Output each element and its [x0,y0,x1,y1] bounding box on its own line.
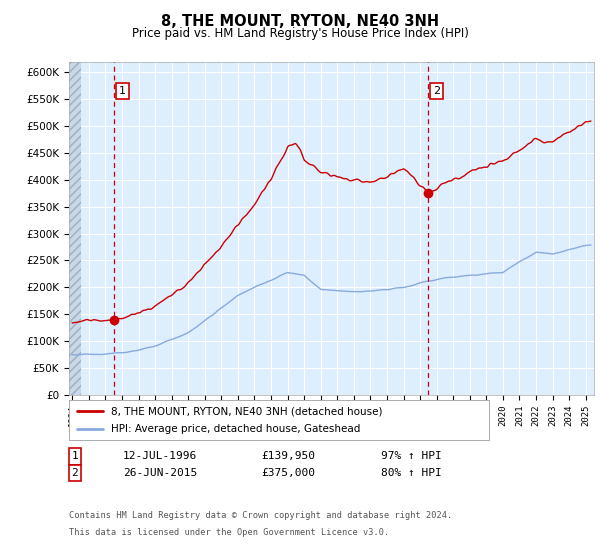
Text: 97% ↑ HPI: 97% ↑ HPI [381,451,442,461]
Text: Contains HM Land Registry data © Crown copyright and database right 2024.: Contains HM Land Registry data © Crown c… [69,511,452,520]
Text: 1: 1 [71,451,79,461]
Text: 8, THE MOUNT, RYTON, NE40 3NH: 8, THE MOUNT, RYTON, NE40 3NH [161,14,439,29]
Text: 80% ↑ HPI: 80% ↑ HPI [381,468,442,478]
Text: 8, THE MOUNT, RYTON, NE40 3NH (detached house): 8, THE MOUNT, RYTON, NE40 3NH (detached … [111,407,383,417]
Text: £139,950: £139,950 [261,451,315,461]
Bar [69,45,80,395]
Text: HPI: Average price, detached house, Gateshead: HPI: Average price, detached house, Gate… [111,423,361,433]
Text: This data is licensed under the Open Government Licence v3.0.: This data is licensed under the Open Gov… [69,528,389,536]
Text: 12-JUL-1996: 12-JUL-1996 [123,451,197,461]
Text: 26-JUN-2015: 26-JUN-2015 [123,468,197,478]
Text: 2: 2 [71,468,79,478]
Text: 1: 1 [119,86,126,96]
Text: 2: 2 [433,86,440,96]
Text: Price paid vs. HM Land Registry's House Price Index (HPI): Price paid vs. HM Land Registry's House … [131,27,469,40]
Text: £375,000: £375,000 [261,468,315,478]
